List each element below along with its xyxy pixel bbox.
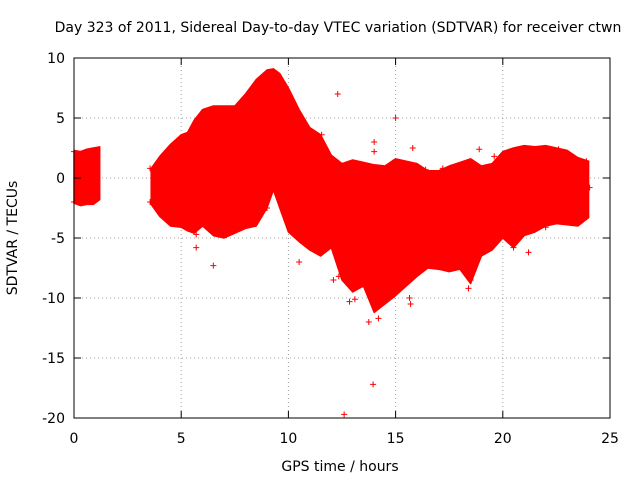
y-tick-label: -5 [51,231,65,247]
data-envelope-2 [150,68,590,314]
data-point [439,165,446,172]
x-axis-label: GPS time / hours [281,459,398,475]
data-point [510,244,517,251]
x-tick-label: 15 [387,431,405,447]
data-point [465,285,472,292]
data-point [330,277,337,283]
data-point [147,165,154,172]
data-point [193,244,200,251]
data-point [586,184,593,191]
data-point [341,411,348,418]
axes: 0 5 10 15 20 25 -20 -15 -10 -5 0 5 10 [42,51,619,447]
chart-title: Day 323 of 2011, Sidereal Day-to-day VTE… [55,20,622,36]
data-point [296,259,303,265]
data-point [396,279,403,286]
data-point [193,231,200,238]
data-point [346,298,353,305]
y-tick-label: 5 [56,111,65,127]
data-point [491,153,498,160]
y-axis-label: SDTVAR / TECUs [5,181,21,296]
data-point [422,166,429,173]
x-tick-label: 10 [279,431,297,447]
data-point [254,203,261,210]
data-point [476,146,483,153]
data-point [418,267,425,274]
x-tick-label: 5 [177,431,186,447]
x-tick-label: 20 [494,431,512,447]
x-tick-label: 0 [70,431,79,447]
data-point [371,148,378,155]
y-tick-label: 10 [47,51,65,67]
data-point [318,131,325,138]
data-point [424,262,431,269]
data-point [351,296,358,303]
data-point [319,145,326,151]
data-point [409,145,416,151]
data-point [407,301,414,307]
data-point [370,381,377,388]
y-tick-label: -15 [42,351,65,367]
data-point [396,169,403,175]
data-point [542,224,549,231]
data-point [210,262,217,269]
data-point [334,91,341,97]
y-tick-label: -20 [42,411,65,427]
data-point [525,249,532,256]
data-point [147,199,154,205]
y-tick-label: 0 [56,171,65,187]
data-point [407,272,414,279]
data-point [365,319,372,325]
data-point [467,277,474,283]
data-point [583,158,590,165]
data-point [371,139,378,145]
data-envelope-1 [73,146,101,207]
data-layer [71,68,593,418]
data-point [406,295,413,301]
x-tick-label: 25 [601,431,619,447]
data-point [555,146,562,153]
data-point [263,205,270,211]
data-point [583,213,590,220]
data-point [335,273,342,280]
data-point [392,115,399,121]
y-tick-label: -10 [42,291,65,307]
data-point [375,315,382,322]
